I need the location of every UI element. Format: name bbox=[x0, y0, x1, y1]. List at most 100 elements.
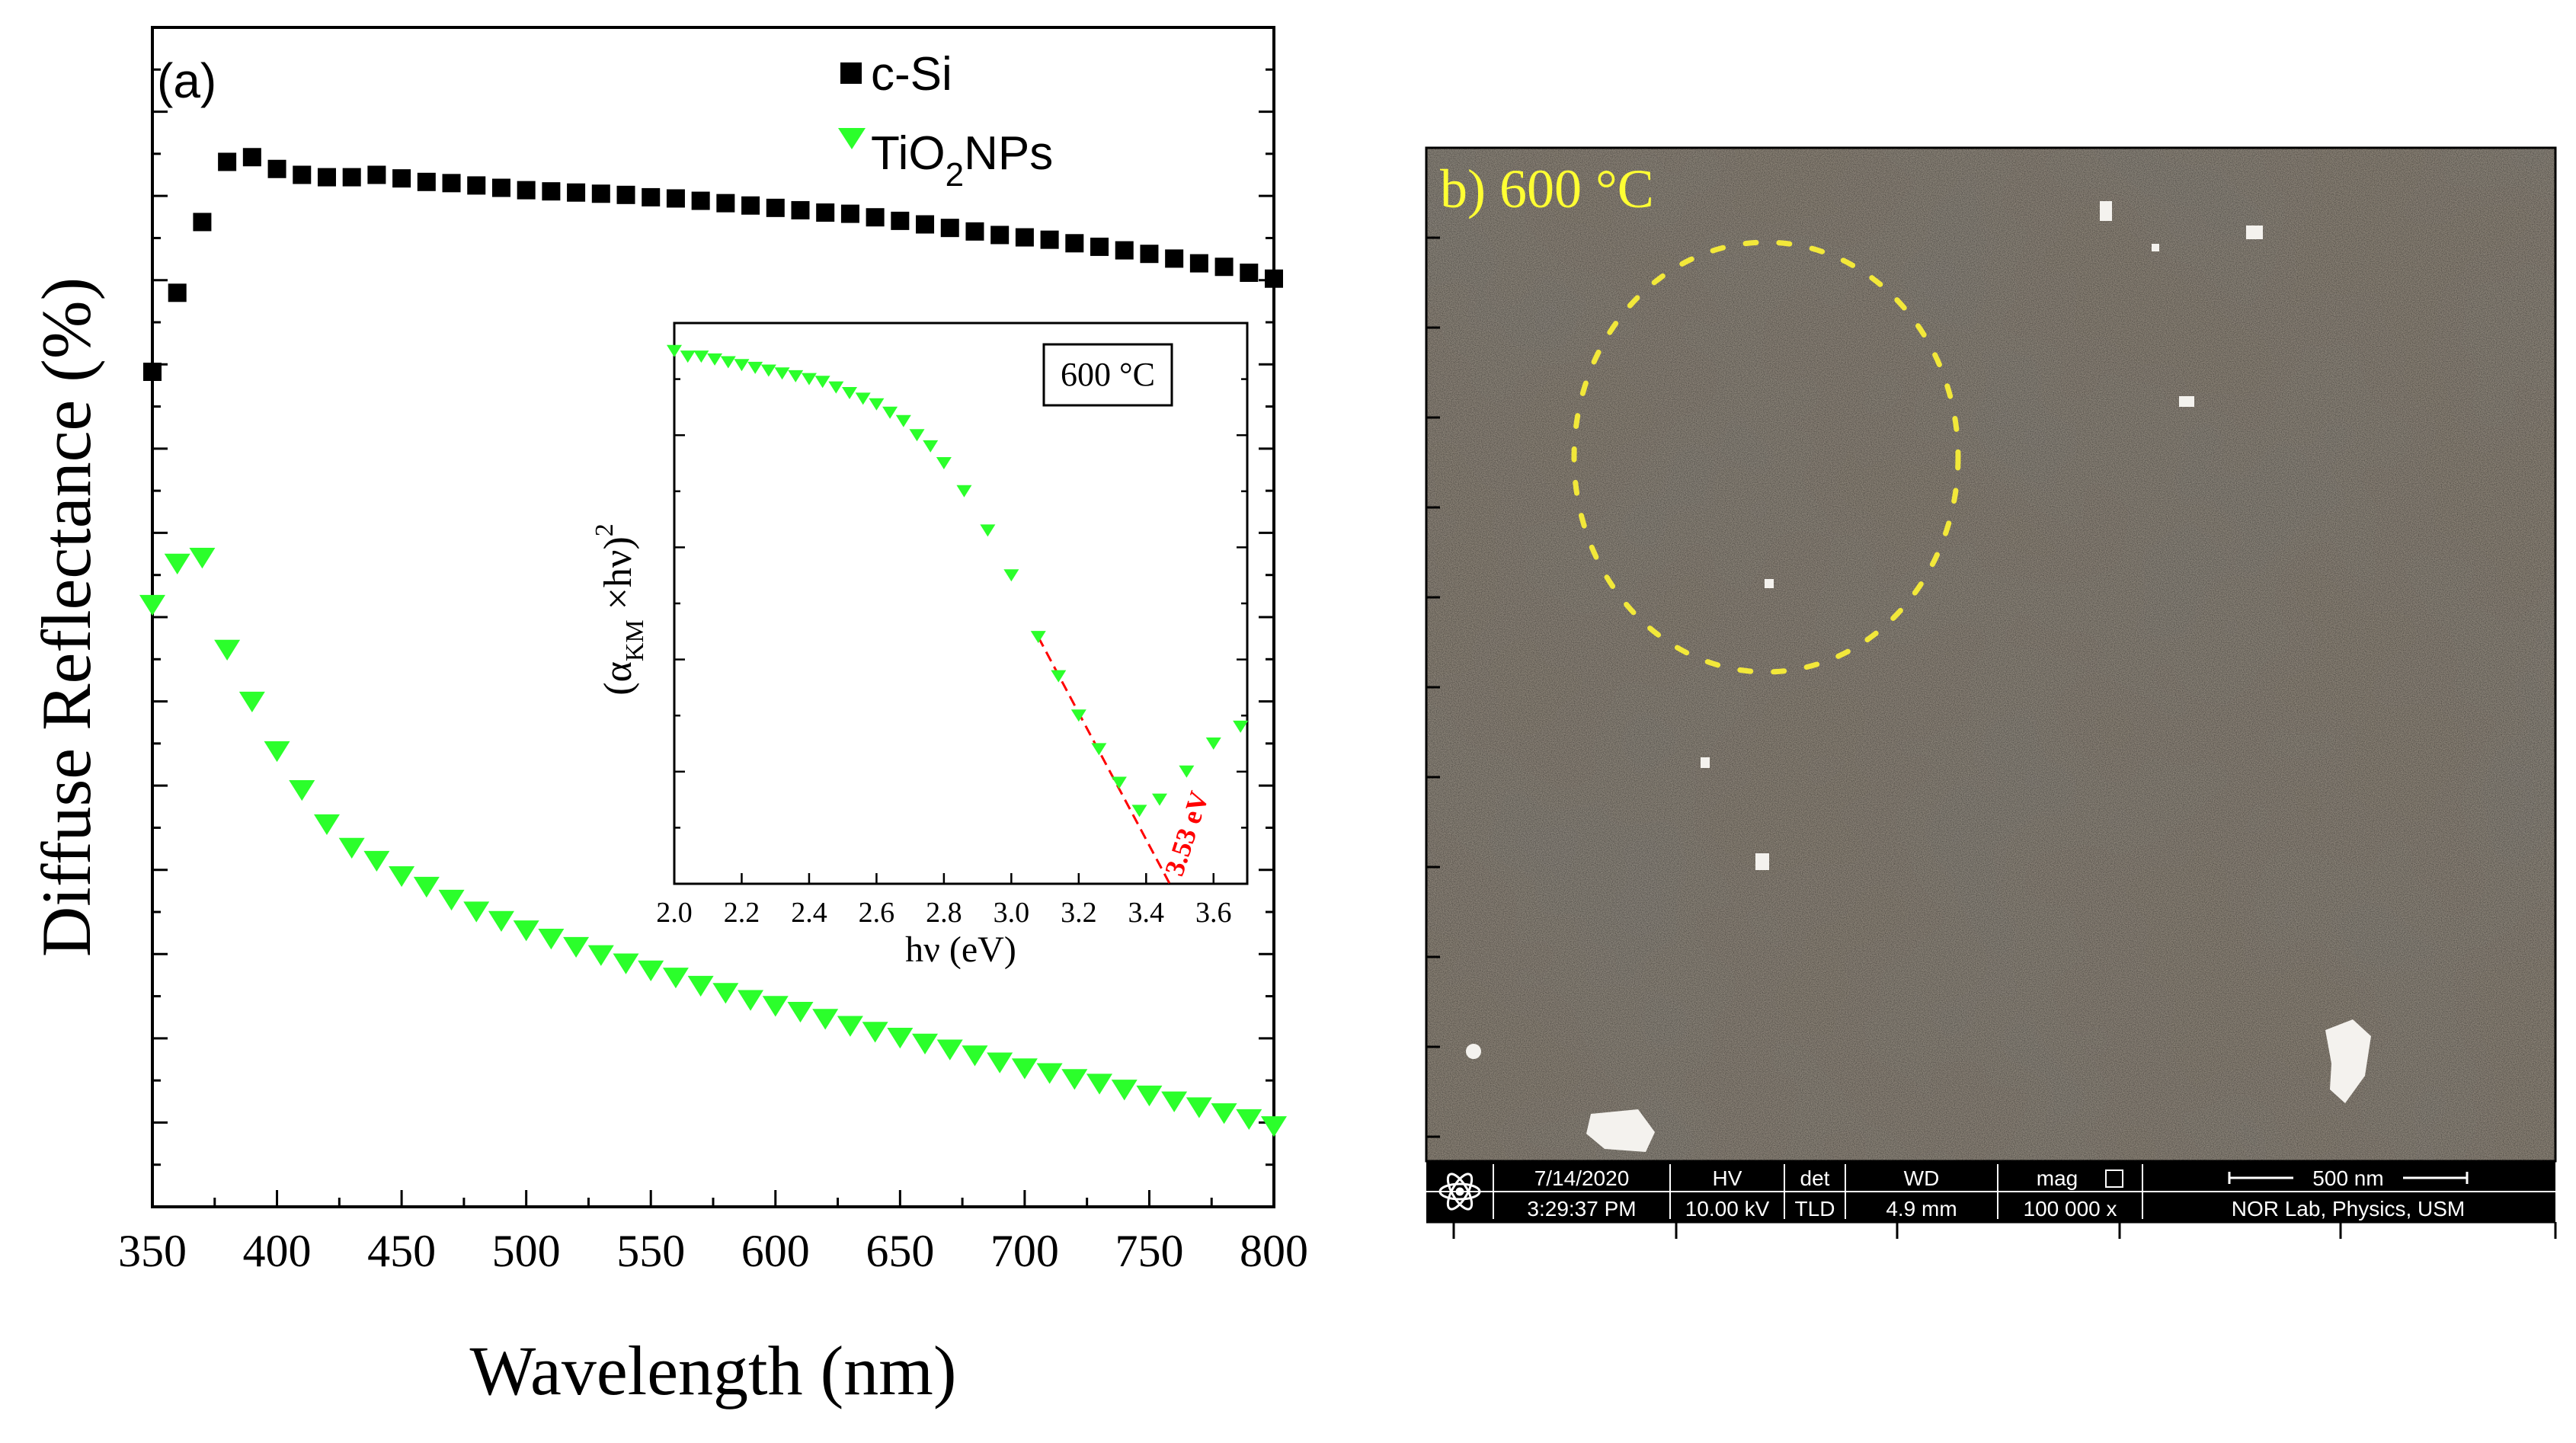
csi-point bbox=[1065, 234, 1084, 253]
sem-particles bbox=[1466, 201, 2371, 1152]
inset-x-tick-label: 3.0 bbox=[994, 897, 1030, 929]
tio2-point bbox=[488, 910, 514, 932]
csi-point bbox=[716, 194, 735, 213]
csi-point bbox=[816, 203, 835, 222]
csi-point bbox=[840, 204, 859, 223]
csi-point bbox=[965, 222, 984, 241]
csi-point bbox=[1265, 269, 1283, 288]
inset-point bbox=[747, 361, 763, 374]
sem-det-label: det bbox=[1800, 1166, 1830, 1190]
inset-point bbox=[1030, 631, 1046, 644]
tio2-point bbox=[1161, 1091, 1188, 1112]
main-x-axis-title: Wavelength (nm) bbox=[470, 1332, 957, 1409]
csi-point bbox=[591, 184, 610, 203]
sem-date: 7/14/2020 bbox=[1534, 1166, 1630, 1190]
csi-point bbox=[517, 181, 536, 200]
csi-point bbox=[1165, 249, 1184, 268]
main-x-tick-label: 350 bbox=[118, 1226, 187, 1276]
inset-point bbox=[707, 353, 723, 366]
inset-point bbox=[1131, 805, 1147, 817]
tio2-point bbox=[214, 639, 241, 661]
inset-point bbox=[788, 370, 804, 382]
main-x-tick-label: 500 bbox=[492, 1226, 561, 1276]
csi-point bbox=[616, 185, 635, 204]
main-y-axis-title: Diffuse Reflectance (%) bbox=[27, 277, 105, 957]
csi-point bbox=[417, 172, 436, 191]
main-x-ticks: 350 400 450 500 550 600 650 700 750 800 bbox=[118, 1190, 1308, 1276]
tio2-point bbox=[587, 945, 614, 966]
sem-wd-value: 4.9 mm bbox=[1886, 1197, 1957, 1221]
sem-scale-bar bbox=[2228, 1172, 2469, 1184]
tio2-point bbox=[862, 1022, 888, 1043]
inset-point bbox=[693, 350, 709, 363]
inset-chart: 2.0 2.2 2.4 2.6 2.8 3.0 3.2 3.4 3.6 600 °C 3.53 … bbox=[590, 322, 1249, 970]
tio2-point bbox=[1036, 1063, 1063, 1084]
main-x-tick-label: 600 bbox=[741, 1226, 810, 1276]
tio2-point bbox=[1236, 1109, 1262, 1131]
tio2-point bbox=[687, 975, 714, 997]
sem-left-ticks bbox=[1426, 146, 1440, 1138]
inset-point bbox=[956, 485, 972, 498]
csi-point bbox=[1090, 237, 1109, 256]
inset-x-tick-label: 2.0 bbox=[656, 897, 693, 929]
tio2-point bbox=[787, 1001, 814, 1023]
inset-point bbox=[909, 429, 925, 442]
tio2-point bbox=[936, 1039, 963, 1061]
sem-hv-value: 10.00 kV bbox=[1685, 1197, 1770, 1221]
csi-point bbox=[491, 178, 510, 197]
tio2-point bbox=[762, 996, 789, 1017]
csi-point bbox=[1140, 245, 1159, 264]
sem-mag-value: 100 000 x bbox=[2024, 1197, 2117, 1221]
tio2-point bbox=[538, 929, 565, 950]
csi-point bbox=[193, 213, 212, 232]
inset-y-ticks bbox=[674, 378, 1247, 829]
csi-point bbox=[367, 165, 386, 184]
csi-point bbox=[891, 211, 910, 230]
inset-annotation-box bbox=[1042, 343, 1173, 407]
tio2-point bbox=[413, 876, 440, 898]
sem-info-bar: 7/14/2020 3:29:37 PM HV 10.00 kV det TLD… bbox=[1426, 1161, 2555, 1222]
main-x-tick-label: 550 bbox=[616, 1226, 685, 1276]
sem-det-value: TLD bbox=[1795, 1197, 1835, 1221]
csi-point bbox=[293, 165, 312, 184]
inset-point bbox=[923, 440, 939, 453]
highlight-circle bbox=[1571, 239, 1961, 675]
main-x-tick-label: 650 bbox=[866, 1226, 934, 1276]
csi-point bbox=[242, 148, 261, 167]
tio2-point bbox=[1261, 1116, 1287, 1137]
csi-point bbox=[317, 168, 336, 187]
csi-point bbox=[1214, 258, 1234, 277]
legend-csi-marker bbox=[840, 62, 862, 84]
sem-scale-label: 500 nm bbox=[2312, 1166, 2383, 1190]
csi-point bbox=[467, 176, 486, 195]
tio2-point bbox=[363, 850, 390, 872]
inset-annotation-text: 600 °C bbox=[1061, 356, 1155, 393]
csi-point bbox=[666, 189, 685, 208]
inset-fit-line bbox=[1037, 636, 1171, 885]
inset-point bbox=[667, 344, 682, 357]
tio2-point bbox=[463, 901, 490, 923]
csi-point bbox=[342, 168, 361, 187]
inset-x-tick-label: 2.8 bbox=[926, 897, 962, 929]
main-x-tick-label: 450 bbox=[367, 1226, 436, 1276]
inset-point bbox=[842, 387, 858, 399]
sem-texture bbox=[1426, 148, 2555, 1161]
tio2-point bbox=[662, 968, 689, 989]
tio2-point bbox=[313, 814, 340, 836]
sem-info-bar-dividers bbox=[1426, 1164, 2555, 1219]
inset-point bbox=[936, 457, 952, 469]
tio2-point bbox=[638, 960, 664, 981]
tio2-point bbox=[712, 983, 739, 1004]
csi-point bbox=[1040, 230, 1059, 249]
tio2-point bbox=[812, 1009, 839, 1030]
main-data-points bbox=[139, 148, 1287, 1137]
sem-wd-label: WD bbox=[1904, 1166, 1940, 1190]
tio2-point bbox=[164, 553, 190, 574]
inset-point bbox=[855, 392, 871, 405]
tio2-point bbox=[1086, 1073, 1113, 1095]
tio2-point bbox=[438, 889, 465, 911]
inset-point bbox=[1070, 709, 1086, 722]
csi-point bbox=[168, 283, 187, 302]
inset-x-tick-label: 2.2 bbox=[724, 897, 760, 929]
